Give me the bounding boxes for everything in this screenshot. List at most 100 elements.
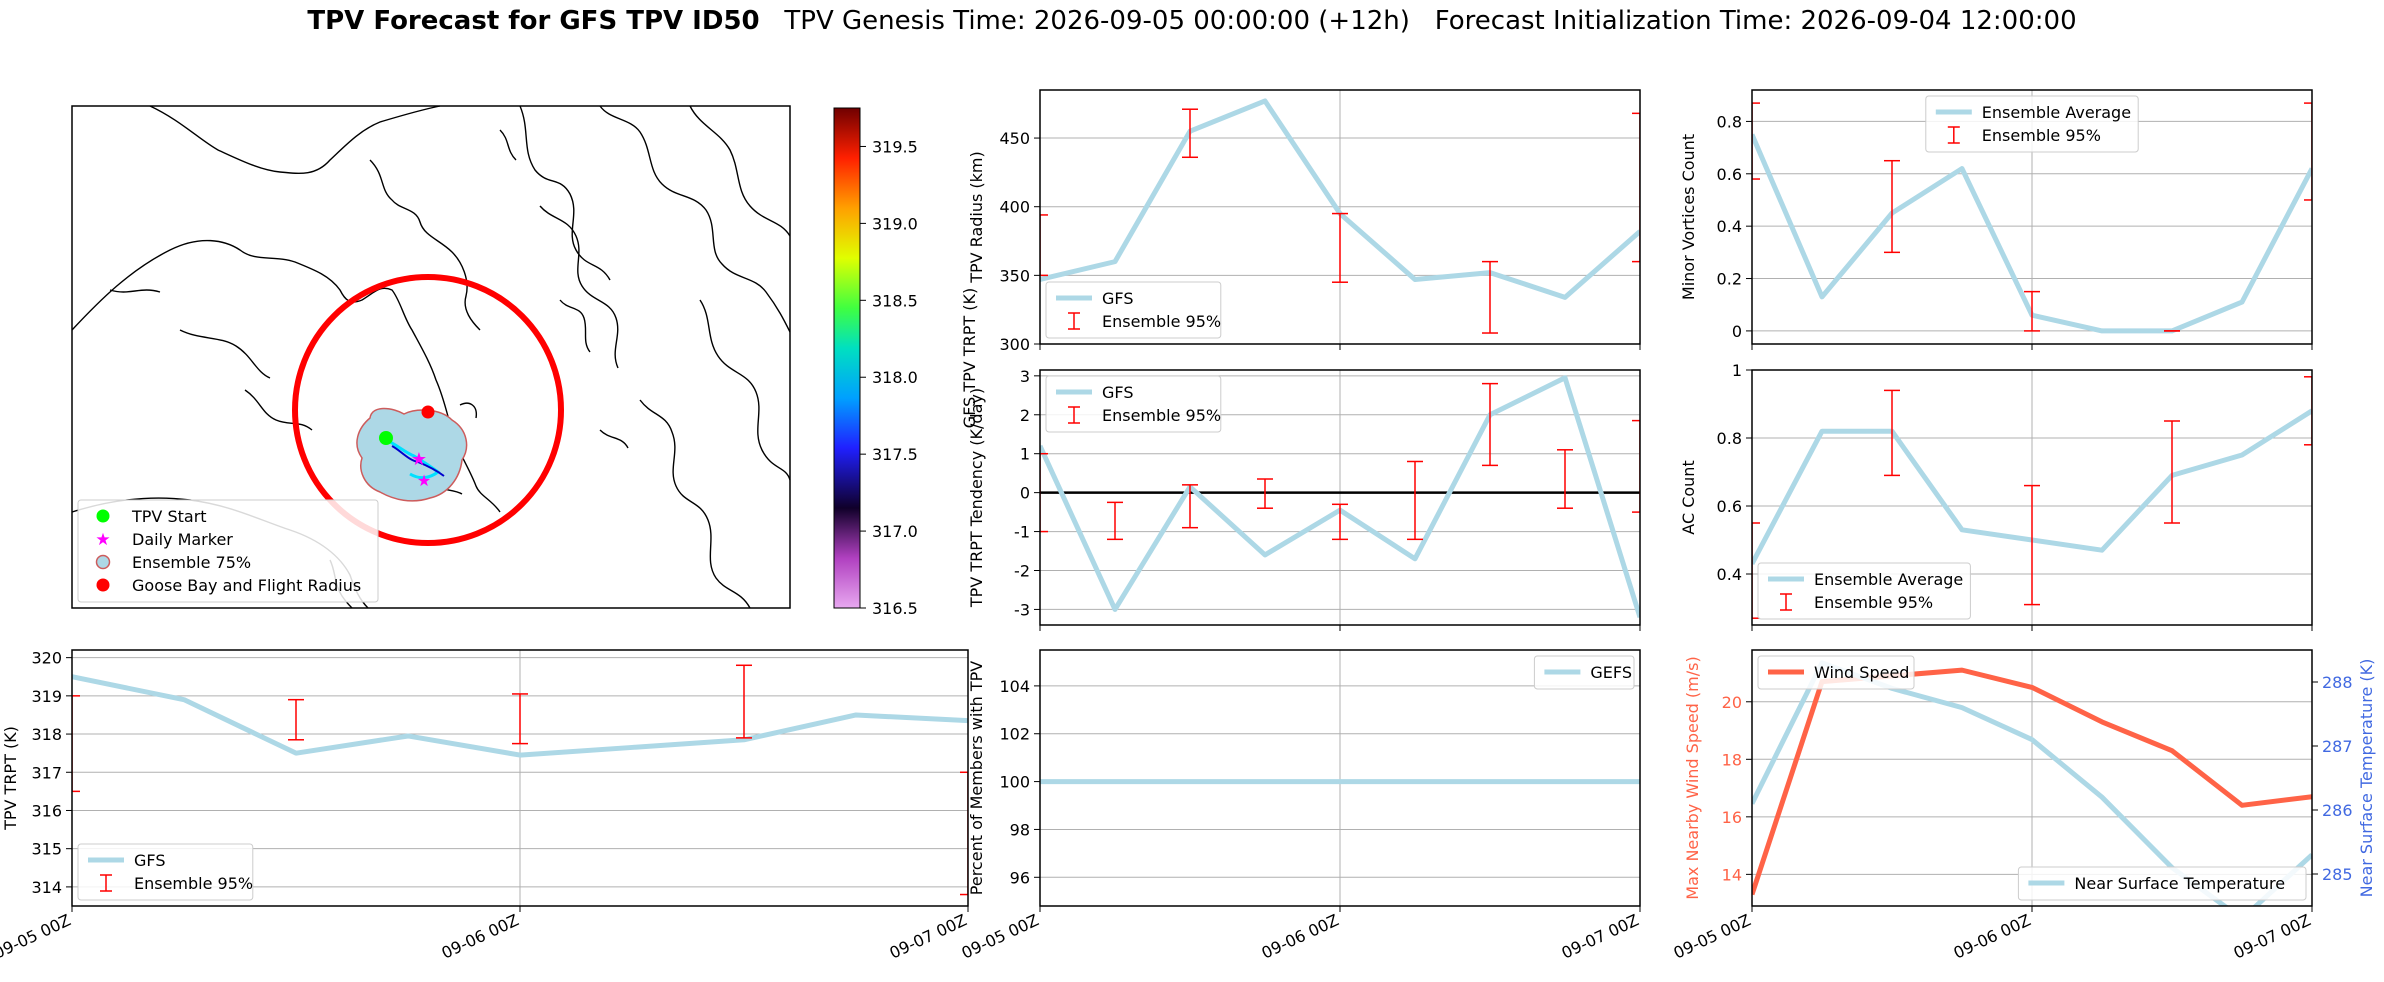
y-tick-label: 350	[999, 266, 1030, 285]
y-tick-label: 18	[1722, 750, 1742, 769]
y-tick-label: 0.4	[1717, 565, 1742, 584]
y-tick-label: 0	[1732, 322, 1742, 341]
legend: GEFS	[1533, 655, 1635, 690]
errorbar	[2304, 376, 2312, 446]
y-tick-label: 16	[1722, 808, 1742, 827]
plot-frame	[71, 649, 969, 907]
legend-daily-marker-swatch: ★	[95, 530, 110, 550]
legend-goose-bay-swatch	[96, 578, 110, 592]
errorbar	[1884, 159, 1900, 254]
errorbar	[1752, 522, 1760, 619]
y-tick-label: 104	[999, 677, 1030, 696]
legend-label: Ensemble 95%	[1102, 406, 1221, 425]
legend-frame	[1925, 95, 2139, 153]
y-axis-label: TPV TRPT Tendency (K/day)	[967, 388, 986, 608]
plot-content	[1040, 98, 1640, 334]
y-tick-label: -1	[1014, 523, 1030, 542]
y-tick-label: 314	[31, 878, 62, 897]
y-axis-label: Percent of Members with TPV	[967, 661, 986, 895]
chart-percent: 96 98 100 102 104 09-05 00Z 09-06 00Z 09-07 00Z…	[959, 649, 1642, 963]
errorbar	[1557, 449, 1573, 509]
chart-radius: 300 350 400 450 TPV Radius (km) GFS Ensemble 9…	[967, 89, 1641, 354]
y-tick-label: 1	[1732, 361, 1742, 380]
y-tick-label: 317	[31, 763, 62, 782]
legend-frame	[1757, 655, 1915, 690]
legend: Ensemble Average Ensemble 95%	[1925, 95, 2139, 153]
title-genesis: TPV Genesis Time: 2026-09-05 00:00:00 (+…	[784, 6, 1410, 36]
y-tick-label: 320	[31, 649, 62, 668]
y-tick-label: 0.2	[1717, 270, 1742, 289]
errorbar	[1332, 212, 1348, 283]
y-tick-label: 1	[1020, 445, 1030, 464]
y-tick-label: 0.8	[1717, 112, 1742, 131]
errorbar	[2024, 484, 2040, 606]
y-tick-label: 20	[1722, 693, 1742, 712]
legend-frame	[1757, 562, 1971, 620]
tpv-track	[385, 438, 441, 480]
legend-ensemble-swatch	[95, 554, 111, 570]
x-tick-label: 09-06 00Z	[1259, 910, 1342, 962]
x-tick-label: 09-06 00Z	[439, 910, 522, 962]
plot-content	[1752, 376, 2312, 619]
y-tick-label: -2	[1014, 561, 1030, 580]
colorbar-tick-label: 317.0	[872, 522, 918, 541]
legend-daily-marker: Daily Marker	[132, 530, 233, 549]
errorbar	[1632, 419, 1640, 513]
legend: Near Surface Temperature	[2017, 866, 2307, 901]
chart-minor: 0 0.2 0.4 0.6 0.8 Minor Vortices Count Ensembl…	[1679, 89, 2313, 350]
tpv-track-inner	[391, 445, 445, 477]
x-tick-label: 09-07 00Z	[887, 910, 970, 962]
map-panel: ★ ★ TPV Start ★ Daily Marker Ensemble 75…	[71, 105, 791, 609]
y2-tick-label: 288	[2322, 673, 2353, 692]
y-tick-label: 315	[31, 840, 62, 859]
errorbar	[2304, 102, 2312, 201]
legend-label: Ensemble 95%	[1102, 312, 1221, 331]
figure-title: TPV Forecast for GFS TPV ID50 TPV Genesi…	[0, 6, 2384, 36]
errorbar	[72, 695, 80, 793]
legend-label: Ensemble 95%	[1814, 593, 1933, 612]
errorbar	[512, 693, 528, 745]
legend-label: Ensemble 95%	[134, 874, 253, 893]
colorbar: 316.5 317.0 317.5 318.0 318.5 319.0 319.5 GFS …	[833, 107, 979, 618]
y2-tick-label: 286	[2322, 801, 2353, 820]
plot-content	[1752, 102, 2312, 334]
legend-ensemble-75: Ensemble 75%	[132, 553, 251, 572]
goose-bay-marker	[421, 405, 435, 419]
errorbar	[1182, 108, 1198, 159]
y-axis-label: TPV Radius (km)	[967, 151, 986, 284]
y-tick-label: -3	[1014, 600, 1030, 619]
y-tick-label: 0	[1020, 484, 1030, 503]
legend-label: Ensemble 95%	[1982, 126, 2101, 145]
errorbar	[1257, 478, 1273, 509]
legend-label: Ensemble Average	[1982, 103, 2131, 122]
legend: GFS Ensemble 95%	[1045, 281, 1222, 339]
plot-frame	[1039, 649, 1641, 907]
plot-frame	[1039, 89, 1641, 345]
y-tick-label: 300	[999, 335, 1030, 354]
y-tick-label: 0.6	[1717, 165, 1742, 184]
colorbar-tick-label: 317.5	[872, 445, 918, 464]
chart-tendency: -3 -2 -1 0 1 2 3 TPV TRPT Tendency (K/day) GFS En…	[967, 367, 1641, 631]
y-tick-label: 0.8	[1717, 429, 1742, 448]
y2-tick-label: 287	[2322, 737, 2353, 756]
errorbar	[288, 698, 304, 741]
errorbar	[1752, 102, 1760, 180]
chart-wind: 14 16 18 20 09-05 00Z 09-06 00Z 09-07 00Z Max N…	[1671, 649, 2376, 963]
legend-tpv-start: TPV Start	[131, 507, 207, 526]
plot-frame	[1751, 649, 2313, 907]
legend-label: GFS	[1102, 289, 1133, 308]
legend-label: Ensemble Average	[1814, 570, 1963, 589]
errorbar	[1482, 260, 1498, 334]
y-tick-label: 450	[999, 129, 1030, 148]
errorbar	[1182, 484, 1198, 529]
map-legend: TPV Start ★ Daily Marker Ensemble 75% Go…	[77, 499, 379, 603]
errorbar	[1407, 460, 1423, 541]
colorbar-tick-label: 319.5	[872, 137, 918, 156]
errorbar	[1482, 382, 1498, 467]
y-tick-label: 319	[31, 687, 62, 706]
legend-label: GFS	[1102, 383, 1133, 402]
errorbar	[2024, 290, 2040, 332]
y-axis-label: AC Count	[1679, 460, 1698, 534]
